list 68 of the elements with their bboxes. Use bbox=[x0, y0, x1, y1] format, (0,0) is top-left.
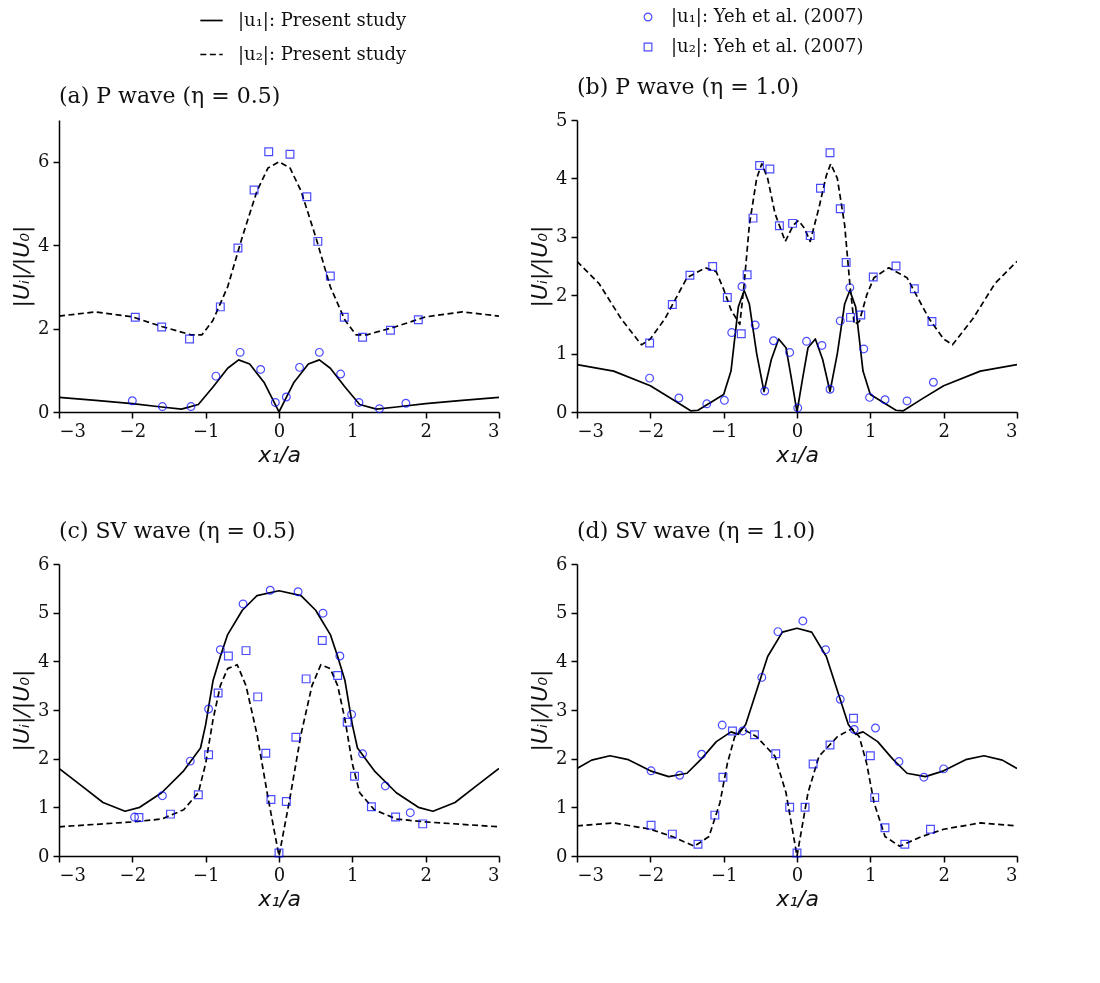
x-tick-label: 0 bbox=[791, 863, 804, 885]
chart-title: (a) P wave (η = 0.5) bbox=[59, 83, 281, 108]
y-tick-label: 2 bbox=[556, 283, 568, 305]
y-tick-label: 2 bbox=[38, 747, 50, 769]
y-axis-title: |Uᵢ|/|U₀| bbox=[9, 225, 36, 308]
chart-title: (d) SV wave (η = 1.0) bbox=[577, 518, 816, 543]
y-tick-label: 0 bbox=[38, 400, 50, 422]
x-axis-title: x₁/a bbox=[775, 441, 819, 467]
chart-title: (c) SV wave (η = 0.5) bbox=[59, 518, 296, 543]
y-tick-label: 3 bbox=[38, 698, 50, 720]
x-tick-label: 3 bbox=[1006, 863, 1018, 885]
x-tick-label: −3 bbox=[59, 863, 87, 885]
x-tick-label: −3 bbox=[577, 419, 605, 441]
y-tick-label: 2 bbox=[556, 747, 568, 769]
y-tick-label: 6 bbox=[38, 552, 50, 574]
x-axis-title: x₁/a bbox=[775, 885, 819, 911]
y-tick-label: 5 bbox=[38, 601, 50, 623]
legend-label: |u₁|: Present study bbox=[238, 8, 408, 31]
y-tick-label: 0 bbox=[38, 844, 50, 866]
x-tick-label: −1 bbox=[192, 419, 220, 441]
x-tick-label: −1 bbox=[710, 419, 738, 441]
legend-label: |u₁|: Yeh et al. (2007) bbox=[671, 5, 864, 27]
y-tick-label: 3 bbox=[556, 225, 568, 247]
x-tick-label: 1 bbox=[865, 863, 877, 885]
x-tick-label: 2 bbox=[938, 419, 950, 441]
x-tick-label: −3 bbox=[577, 863, 605, 885]
x-tick-label: 0 bbox=[791, 419, 804, 441]
y-tick-label: 4 bbox=[38, 649, 50, 671]
x-axis-title: x₁/a bbox=[257, 441, 301, 467]
y-tick-label: 4 bbox=[556, 649, 568, 671]
x-tick-label: 3 bbox=[1006, 419, 1018, 441]
x-tick-label: −2 bbox=[119, 863, 147, 885]
x-tick-label: −2 bbox=[119, 419, 147, 441]
y-tick-label: 0 bbox=[556, 844, 568, 866]
y-tick-label: 4 bbox=[38, 233, 50, 255]
y-tick-label: 2 bbox=[38, 317, 50, 339]
x-tick-label: −3 bbox=[59, 419, 87, 441]
x-tick-label: 3 bbox=[488, 419, 500, 441]
x-tick-label: 0 bbox=[273, 863, 286, 885]
y-tick-label: 1 bbox=[38, 795, 50, 817]
x-tick-label: −1 bbox=[710, 863, 738, 885]
y-tick-label: 6 bbox=[556, 552, 568, 574]
y-tick-label: 5 bbox=[556, 108, 568, 130]
y-tick-label: 3 bbox=[556, 698, 568, 720]
x-tick-label: 1 bbox=[347, 863, 359, 885]
y-tick-label: 1 bbox=[556, 342, 568, 364]
x-tick-label: 1 bbox=[865, 419, 877, 441]
x-tick-label: 2 bbox=[420, 419, 432, 441]
x-tick-label: 2 bbox=[938, 863, 950, 885]
x-tick-label: −1 bbox=[192, 863, 220, 885]
x-tick-label: −2 bbox=[637, 863, 665, 885]
y-axis-title: |Uᵢ|/|U₀| bbox=[527, 225, 554, 308]
x-tick-label: 2 bbox=[420, 863, 432, 885]
x-tick-label: 0 bbox=[273, 419, 286, 441]
y-tick-label: 6 bbox=[38, 150, 50, 172]
x-tick-label: 3 bbox=[488, 863, 500, 885]
y-tick-label: 4 bbox=[556, 166, 568, 188]
legend-label: |u₂|: Yeh et al. (2007) bbox=[671, 35, 864, 57]
y-axis-title: |Uᵢ|/|U₀| bbox=[9, 669, 36, 752]
chart-title: (b) P wave (η = 1.0) bbox=[577, 74, 800, 99]
y-tick-label: 5 bbox=[556, 601, 568, 623]
legend-label: |u₂|: Present study bbox=[238, 42, 408, 65]
x-axis-title: x₁/a bbox=[257, 885, 301, 911]
y-tick-label: 0 bbox=[556, 400, 568, 422]
x-tick-label: 1 bbox=[347, 419, 359, 441]
y-axis-title: |Uᵢ|/|U₀| bbox=[527, 669, 554, 752]
x-tick-label: −2 bbox=[637, 419, 665, 441]
y-tick-label: 1 bbox=[556, 795, 568, 817]
